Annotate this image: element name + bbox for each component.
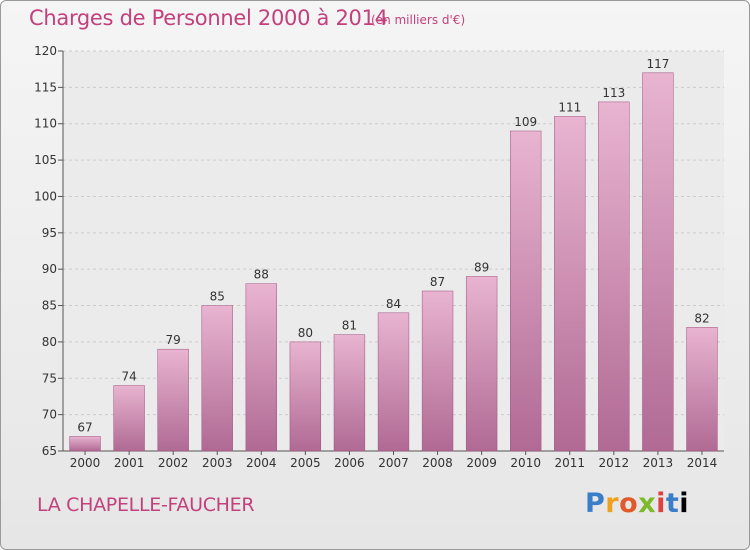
data-label: 67 [77, 420, 92, 434]
bar [554, 116, 586, 452]
data-label: 117 [646, 57, 669, 71]
logo-letter: o [619, 488, 639, 519]
logo-letter: r [605, 488, 620, 519]
y-tick-label: 105 [34, 153, 57, 167]
bar [245, 283, 277, 452]
x-tick-label: 2000 [70, 456, 101, 470]
data-label: 113 [602, 86, 625, 100]
chart-subtitle: (en milliers d'€) [371, 13, 466, 27]
data-label: 79 [166, 333, 181, 347]
data-label: 87 [430, 275, 445, 289]
data-label: 84 [386, 297, 401, 311]
y-tick-label: 85 [42, 299, 57, 313]
x-tick-label: 2002 [158, 456, 189, 470]
logo-letter: P [585, 488, 606, 519]
y-tick-label: 80 [42, 335, 57, 349]
data-label: 111 [558, 100, 581, 114]
x-tick-label: 2006 [334, 456, 365, 470]
bar [333, 334, 366, 452]
bar [642, 72, 674, 452]
x-tick-label: 2004 [246, 456, 277, 470]
proxiti-logo: Proxiti [585, 488, 689, 519]
bar [686, 327, 718, 452]
data-label: 109 [514, 115, 537, 129]
data-label: 74 [121, 370, 136, 384]
x-tick-label: 2014 [687, 456, 718, 470]
logo-letter: x [638, 488, 657, 519]
x-tick-label: 2005 [290, 456, 321, 470]
logo-letter: i [656, 488, 666, 519]
bar [69, 436, 101, 452]
x-tick-label: 2001 [114, 456, 145, 470]
x-tick-label: 2012 [599, 456, 630, 470]
y-tick-label: 70 [42, 408, 57, 422]
commune-name: LA CHAPELLE-FAUCHER [37, 494, 255, 516]
x-tick-label: 2010 [510, 456, 541, 470]
logo-letter: t [665, 488, 680, 519]
y-tick-label: 90 [42, 262, 57, 276]
bar [421, 290, 454, 452]
bar [510, 130, 542, 452]
data-label: 88 [254, 268, 269, 282]
x-tick-label: 2003 [202, 456, 233, 470]
data-label: 89 [474, 260, 489, 274]
bar [157, 348, 189, 452]
chart-title: Charges de Personnel 2000 à 2014 [29, 6, 388, 30]
bar [598, 101, 630, 452]
y-tick-label: 75 [42, 371, 57, 385]
x-tick-label: 2009 [466, 456, 497, 470]
y-tick-label: 65 [42, 444, 57, 458]
y-tick-label: 95 [42, 226, 57, 240]
y-tick-label: 120 [34, 44, 57, 58]
x-tick-label: 2013 [643, 456, 674, 470]
bar [377, 312, 410, 452]
bar [465, 276, 498, 452]
data-label: 82 [694, 311, 709, 325]
x-tick-label: 2008 [422, 456, 453, 470]
bar [289, 341, 322, 452]
bar [201, 305, 233, 452]
y-tick-label: 110 [34, 117, 57, 131]
y-tick-label: 100 [34, 189, 57, 203]
y-tick-label: 115 [34, 80, 57, 94]
logo-letter: i [679, 488, 690, 519]
x-tick-label: 2011 [554, 456, 585, 470]
data-label: 80 [298, 326, 313, 340]
bar [113, 385, 145, 452]
data-label: 85 [210, 290, 225, 304]
x-tick-label: 2007 [378, 456, 409, 470]
data-label: 81 [342, 319, 357, 333]
